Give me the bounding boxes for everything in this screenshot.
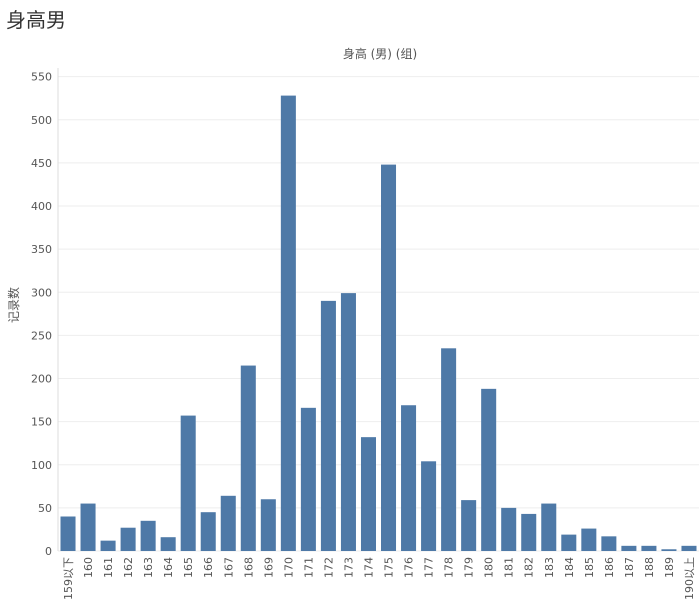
x-tick-label: 185	[583, 557, 596, 578]
bar-181[interactable]	[501, 507, 517, 551]
y-tick-label: 250	[31, 329, 52, 342]
y-tick-label: 50	[38, 502, 52, 515]
x-tick-label: 171	[302, 557, 315, 578]
bar-176[interactable]	[401, 405, 417, 551]
x-tick-label: 160	[82, 557, 95, 578]
bar-173[interactable]	[340, 293, 356, 551]
x-tick-label: 164	[162, 557, 175, 578]
bar-160[interactable]	[80, 503, 96, 551]
x-tick-label: 159以下	[62, 557, 75, 600]
bar-179[interactable]	[461, 500, 477, 551]
x-tick-label: 190以上	[683, 557, 696, 600]
bar-171[interactable]	[300, 407, 316, 551]
x-tick-label: 184	[563, 557, 576, 578]
x-tick-label: 188	[643, 557, 656, 578]
bar-162[interactable]	[120, 527, 136, 551]
x-tick-label: 163	[142, 557, 155, 578]
x-tick-label: 182	[523, 557, 536, 578]
y-tick-label: 150	[31, 416, 52, 429]
bar-168[interactable]	[240, 365, 256, 551]
x-tick-label: 168	[242, 557, 255, 578]
bar-175[interactable]	[381, 164, 397, 551]
bar-178[interactable]	[441, 348, 457, 551]
x-tick-label: 180	[483, 557, 496, 578]
y-tick-label: 200	[31, 373, 52, 386]
y-tick-label: 400	[31, 200, 52, 213]
bar-190以上[interactable]	[681, 545, 697, 551]
x-tick-label: 170	[282, 557, 295, 578]
bar-177[interactable]	[421, 461, 437, 551]
bar-182[interactable]	[521, 513, 537, 551]
bar-183[interactable]	[541, 503, 557, 551]
x-tick-label: 169	[262, 557, 275, 578]
x-tick-label: 179	[463, 557, 476, 578]
x-tick-label: 173	[342, 557, 355, 578]
x-tick-label: 187	[623, 557, 636, 578]
y-tick-label: 100	[31, 459, 52, 472]
bar-174[interactable]	[360, 437, 376, 551]
bar-184[interactable]	[561, 534, 577, 551]
x-tick-label: 181	[503, 557, 516, 578]
bar-159以下[interactable]	[60, 516, 76, 552]
x-axis-ticks: 159以下 160 161 162 163 164 165 166 167 168 169 170 17…	[62, 557, 696, 600]
y-axis-ticks: 0 50 100 150 200 250 300 350 400 450 500 550	[31, 71, 52, 558]
y-tick-label: 300	[31, 286, 52, 299]
bars	[60, 95, 697, 552]
x-tick-label: 161	[102, 557, 115, 578]
bar-180[interactable]	[481, 388, 497, 551]
bar-185[interactable]	[581, 528, 597, 551]
page-title: 身高男	[6, 8, 66, 32]
chart-title: 身高 (男) (组)	[343, 46, 417, 61]
bar-163[interactable]	[140, 520, 156, 551]
y-tick-label: 550	[31, 71, 52, 84]
bar-167[interactable]	[220, 495, 236, 551]
y-tick-label: 0	[45, 545, 52, 558]
y-axis-label: 记录数	[6, 287, 21, 323]
y-tick-label: 450	[31, 157, 52, 170]
x-tick-label: 172	[322, 557, 335, 578]
x-tick-label: 186	[603, 557, 616, 578]
x-tick-label: 183	[543, 557, 556, 578]
bar-164[interactable]	[160, 537, 176, 551]
bar-186[interactable]	[601, 536, 617, 551]
y-tick-label: 350	[31, 243, 52, 256]
bar-165[interactable]	[180, 415, 196, 551]
x-tick-label: 178	[443, 557, 456, 578]
bar-161[interactable]	[100, 540, 116, 551]
x-tick-label: 166	[202, 557, 215, 578]
x-tick-label: 175	[383, 557, 396, 578]
bar-170[interactable]	[280, 95, 296, 551]
y-tick-label: 500	[31, 114, 52, 127]
x-tick-label: 176	[403, 557, 416, 578]
bar-187[interactable]	[621, 545, 637, 551]
x-tick-label: 167	[222, 557, 235, 578]
gridlines	[57, 68, 699, 552]
bar-172[interactable]	[320, 300, 336, 551]
bar-188[interactable]	[641, 545, 657, 551]
bar-166[interactable]	[200, 512, 216, 551]
bar-189[interactable]	[661, 549, 677, 551]
x-tick-label: 189	[663, 557, 676, 578]
x-tick-label: 165	[182, 557, 195, 578]
bar-169[interactable]	[260, 499, 276, 551]
x-tick-label: 174	[362, 557, 375, 578]
x-tick-label: 177	[423, 557, 436, 578]
x-tick-label: 162	[122, 557, 135, 578]
